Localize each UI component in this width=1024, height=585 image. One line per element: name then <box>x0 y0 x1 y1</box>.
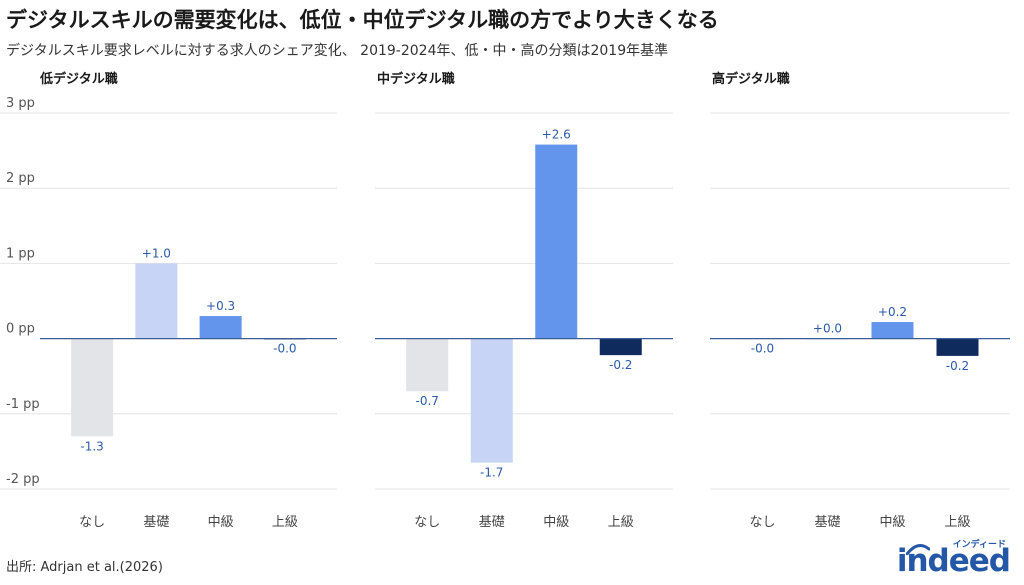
data-label: -1.3 <box>80 439 103 453</box>
x-tick-label: 中級 <box>208 515 234 530</box>
bar <box>406 338 449 392</box>
data-label: +0.0 <box>813 322 842 336</box>
data-label: -0.0 <box>273 342 296 356</box>
bar <box>470 338 513 463</box>
panel-title: 中デジタル職 <box>377 71 455 87</box>
x-tick-label: 基礎 <box>479 515 505 530</box>
y-tick-label: 0 pp <box>6 322 35 337</box>
bar <box>535 144 578 339</box>
y-tick-label: 2 pp <box>6 171 35 186</box>
data-label: -0.0 <box>751 342 774 356</box>
data-label: -1.7 <box>480 466 503 480</box>
x-tick-label: なし <box>79 515 105 530</box>
logo-arc-icon <box>906 543 930 555</box>
x-tick-label: 中級 <box>879 515 905 530</box>
y-tick-label: 3 pp <box>6 96 35 111</box>
y-tick-label: -2 pp <box>6 472 40 487</box>
data-label: +0.2 <box>878 305 907 319</box>
x-tick-label: 基礎 <box>143 515 169 530</box>
data-label: -0.2 <box>609 358 632 372</box>
bar <box>936 338 979 356</box>
bar <box>71 338 114 437</box>
x-tick-label: 上級 <box>272 515 298 530</box>
bar <box>199 316 242 339</box>
data-label: -0.2 <box>946 359 969 373</box>
x-tick-label: なし <box>414 515 440 530</box>
y-tick-label: 1 pp <box>6 246 35 261</box>
indeed-logo: インディード indeed <box>896 537 1011 579</box>
x-tick-label: 基礎 <box>814 515 840 530</box>
x-tick-label: なし <box>749 515 775 530</box>
bar <box>871 322 914 339</box>
data-label: +0.3 <box>206 299 235 313</box>
data-label: -0.7 <box>416 394 439 408</box>
logo-wordmark: indeed <box>896 543 1011 579</box>
panel-title: 低デジタル職 <box>39 71 118 87</box>
x-tick-label: 上級 <box>608 515 634 530</box>
x-tick-label: 中級 <box>543 515 569 530</box>
data-label: +2.6 <box>542 128 571 142</box>
page-subtitle: デジタルスキル要求レベルに対する求人のシェア変化、 2019-2024年、低・中… <box>6 43 669 59</box>
page-title: デジタルスキルの需要変化は、低位・中位デジタル職の方でより大きくなる <box>6 8 719 32</box>
bar <box>135 263 178 339</box>
logo-subtext: インディード <box>952 540 1006 550</box>
x-tick-label: 上級 <box>944 515 970 530</box>
y-tick-label: -1 pp <box>6 397 40 412</box>
source-note: 出所: Adrjan et al.(2026) <box>6 560 163 575</box>
bar <box>599 338 642 356</box>
data-label: +1.0 <box>142 246 171 260</box>
panel-title: 高デジタル職 <box>712 71 790 87</box>
